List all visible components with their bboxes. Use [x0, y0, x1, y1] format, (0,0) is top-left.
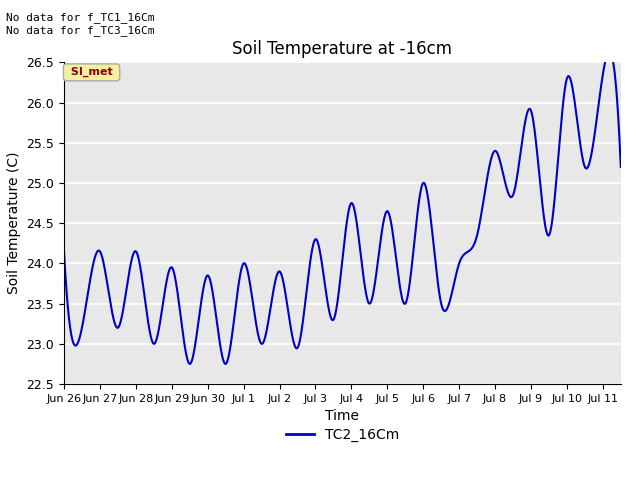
Text: No data for f_TC3_16Cm: No data for f_TC3_16Cm	[6, 25, 155, 36]
Y-axis label: Soil Temperature (C): Soil Temperature (C)	[7, 152, 21, 294]
Text: No data for f_TC1_16Cm: No data for f_TC1_16Cm	[6, 12, 155, 23]
Text: SI_met: SI_met	[67, 67, 116, 77]
Legend: TC2_16Cm: TC2_16Cm	[280, 422, 404, 448]
Title: Soil Temperature at -16cm: Soil Temperature at -16cm	[232, 40, 452, 58]
X-axis label: Time: Time	[325, 409, 360, 423]
